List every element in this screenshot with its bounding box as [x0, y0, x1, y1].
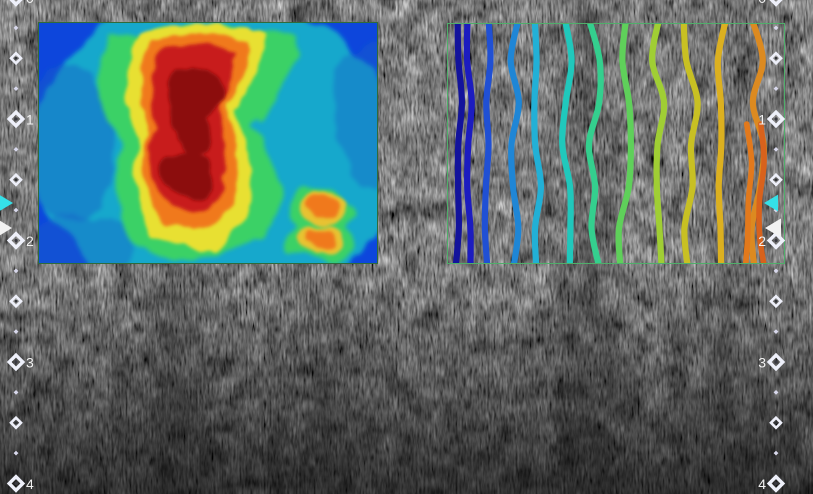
svg-text:1: 1: [26, 112, 34, 128]
svg-text:4: 4: [26, 476, 34, 492]
svg-text:3: 3: [26, 355, 34, 371]
svg-text:2: 2: [26, 233, 34, 249]
svg-text:0: 0: [26, 0, 34, 6]
svg-text:3: 3: [758, 355, 766, 371]
svg-text:1: 1: [758, 112, 766, 128]
svg-text:0: 0: [758, 0, 766, 6]
svg-text:2: 2: [758, 233, 766, 249]
svg-text:4: 4: [758, 476, 766, 492]
